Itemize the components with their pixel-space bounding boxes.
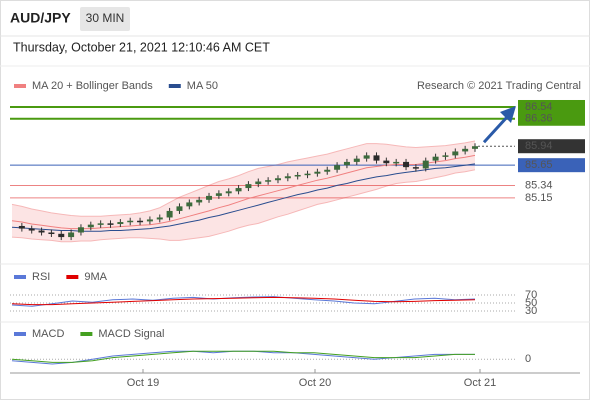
candle <box>383 160 390 164</box>
candle <box>186 202 193 207</box>
candle <box>422 160 429 169</box>
candle <box>176 206 183 211</box>
candle <box>343 161 350 166</box>
legend-label: MA 50 <box>187 80 218 92</box>
candle <box>28 228 35 231</box>
candle <box>146 219 153 222</box>
ma-line <box>11 163 476 232</box>
x-tick-label: Oct 19 <box>127 377 159 389</box>
candle <box>412 167 419 169</box>
legend-swatch <box>80 332 93 336</box>
candle <box>18 225 25 229</box>
candle <box>255 181 262 185</box>
candle <box>393 161 400 164</box>
candle <box>284 176 291 179</box>
legend-swatch <box>168 84 181 88</box>
symbol: AUD/JPY <box>10 10 71 26</box>
candle <box>452 151 459 156</box>
candle <box>324 169 331 172</box>
level-label: 85.94 <box>525 140 553 152</box>
indicator-line <box>11 296 476 306</box>
bollinger-band <box>11 140 476 217</box>
legend-label: MACD <box>32 328 64 340</box>
candle <box>117 222 124 225</box>
candle <box>314 171 321 174</box>
level-box <box>518 139 585 154</box>
candle <box>127 220 134 223</box>
candle <box>107 223 114 225</box>
candle <box>77 227 84 233</box>
candle <box>403 161 410 168</box>
candle <box>68 232 75 238</box>
legend-label: 9MA <box>84 271 107 283</box>
candle <box>353 158 360 162</box>
level-box <box>518 111 585 126</box>
candle <box>442 155 449 157</box>
x-tick-label: Oct 21 <box>464 377 496 389</box>
legend-label: MA 20 + Bollinger Bands <box>32 80 153 92</box>
candle <box>363 155 370 159</box>
legend-swatch <box>66 275 79 279</box>
candle <box>215 193 222 196</box>
candle <box>206 195 213 200</box>
candle <box>432 156 439 161</box>
level-box <box>518 99 585 114</box>
level-label: 85.34 <box>525 179 553 191</box>
candle <box>294 174 301 177</box>
candle <box>196 199 203 203</box>
level-label: 86.36 <box>525 113 553 125</box>
timeframe-badge[interactable] <box>80 7 130 31</box>
bollinger-band <box>11 169 476 243</box>
candle <box>156 217 163 220</box>
candle <box>274 178 281 181</box>
y-tick-label: 0 <box>525 353 531 365</box>
y-tick-label: 50 <box>525 297 537 309</box>
ma-line <box>11 154 476 230</box>
forecast-arrowhead <box>500 106 516 123</box>
candle <box>373 155 380 161</box>
x-tick-label: Oct 20 <box>299 377 331 389</box>
level-label: 85.65 <box>525 159 553 171</box>
indicator-line <box>11 296 476 307</box>
y-tick-label: 30 <box>525 305 537 317</box>
candle <box>97 223 104 225</box>
candle <box>38 230 45 233</box>
bollinger-fill <box>12 141 475 242</box>
credit: Research © 2021 Trading Central <box>417 80 581 92</box>
datetime: Thursday, October 21, 2021 12:10:46 AM C… <box>13 40 270 54</box>
candle <box>462 148 469 152</box>
level-box <box>518 158 585 173</box>
candle <box>87 224 94 228</box>
candle <box>304 173 311 176</box>
candle <box>225 191 232 194</box>
candle <box>472 146 478 149</box>
candle <box>265 180 272 182</box>
indicator-line <box>11 350 475 363</box>
level-label: 86.54 <box>525 101 553 113</box>
y-tick-label: 70 <box>525 289 537 301</box>
candle <box>245 184 252 189</box>
candle <box>137 220 144 223</box>
candle <box>235 188 242 192</box>
level-label: 85.15 <box>525 192 553 204</box>
forecast-arrow <box>482 114 510 144</box>
candle <box>334 165 341 170</box>
legend-swatch <box>14 275 26 279</box>
timeframe[interactable]: 30 MIN <box>86 11 125 25</box>
legend-label: RSI <box>32 271 50 283</box>
legend-label: MACD Signal <box>98 328 164 340</box>
candle <box>48 232 55 235</box>
candle <box>166 210 173 218</box>
legend-swatch <box>14 84 26 88</box>
legend-swatch <box>14 332 26 336</box>
candle <box>58 233 65 238</box>
